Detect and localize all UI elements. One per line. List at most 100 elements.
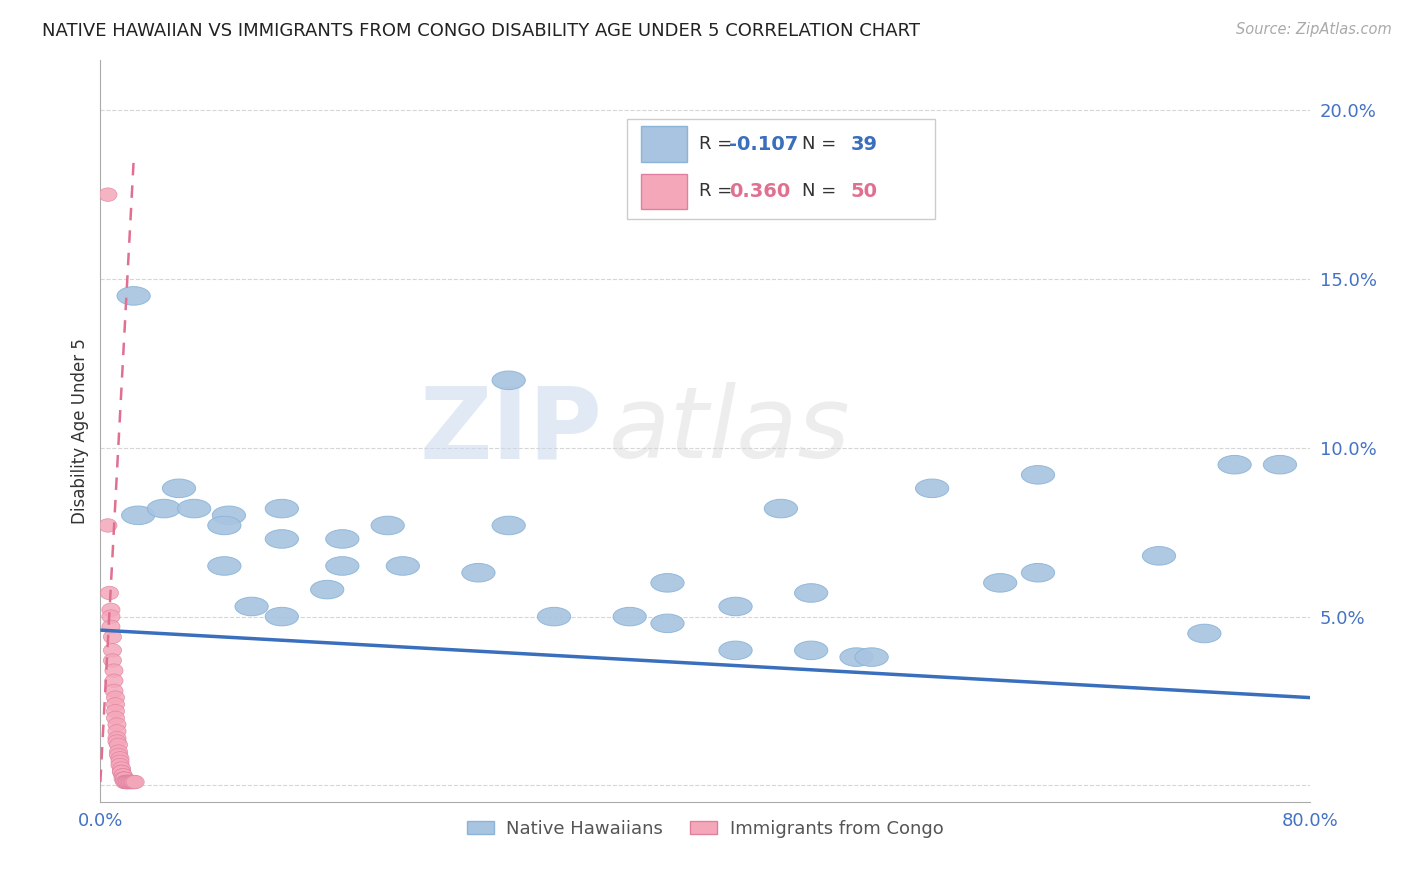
FancyBboxPatch shape — [641, 127, 688, 162]
Ellipse shape — [326, 557, 359, 575]
Ellipse shape — [104, 630, 121, 644]
Ellipse shape — [107, 711, 125, 724]
Ellipse shape — [266, 607, 298, 626]
Text: R =: R = — [699, 136, 738, 153]
Ellipse shape — [118, 775, 136, 789]
Ellipse shape — [235, 597, 269, 615]
Text: 0.360: 0.360 — [730, 182, 790, 201]
Text: 39: 39 — [851, 135, 877, 153]
Ellipse shape — [108, 718, 127, 731]
Text: R =: R = — [699, 183, 738, 201]
Ellipse shape — [105, 664, 124, 677]
Text: 50: 50 — [851, 182, 877, 201]
Ellipse shape — [111, 755, 129, 769]
Ellipse shape — [100, 586, 118, 599]
Ellipse shape — [124, 775, 141, 789]
Legend: Native Hawaiians, Immigrants from Congo: Native Hawaiians, Immigrants from Congo — [460, 813, 950, 846]
Ellipse shape — [104, 654, 121, 667]
Text: ZIP: ZIP — [419, 383, 602, 479]
Ellipse shape — [115, 772, 134, 785]
Ellipse shape — [117, 286, 150, 305]
Ellipse shape — [98, 188, 117, 202]
Text: N =: N = — [801, 136, 842, 153]
Ellipse shape — [110, 738, 128, 752]
Ellipse shape — [537, 607, 571, 626]
Ellipse shape — [794, 583, 828, 602]
Ellipse shape — [117, 775, 135, 789]
Ellipse shape — [118, 775, 136, 789]
Ellipse shape — [984, 574, 1017, 592]
Ellipse shape — [107, 698, 125, 711]
Ellipse shape — [1021, 466, 1054, 484]
Ellipse shape — [121, 775, 139, 789]
Ellipse shape — [162, 479, 195, 498]
Ellipse shape — [115, 772, 134, 785]
Ellipse shape — [101, 610, 120, 624]
Ellipse shape — [208, 557, 240, 575]
Ellipse shape — [208, 516, 240, 534]
Ellipse shape — [101, 620, 120, 633]
Text: Source: ZipAtlas.com: Source: ZipAtlas.com — [1236, 22, 1392, 37]
Ellipse shape — [613, 607, 647, 626]
Ellipse shape — [492, 371, 526, 390]
Ellipse shape — [110, 745, 128, 758]
Text: -0.107: -0.107 — [730, 135, 799, 153]
Ellipse shape — [1188, 624, 1220, 643]
Ellipse shape — [114, 769, 132, 782]
Text: NATIVE HAWAIIAN VS IMMIGRANTS FROM CONGO DISABILITY AGE UNDER 5 CORRELATION CHAR: NATIVE HAWAIIAN VS IMMIGRANTS FROM CONGO… — [42, 22, 920, 40]
Ellipse shape — [101, 603, 120, 616]
Ellipse shape — [108, 735, 127, 748]
Ellipse shape — [855, 648, 889, 666]
Ellipse shape — [105, 674, 124, 688]
Ellipse shape — [110, 748, 128, 762]
Ellipse shape — [765, 500, 797, 518]
Text: N =: N = — [801, 183, 842, 201]
Ellipse shape — [371, 516, 405, 534]
Ellipse shape — [212, 506, 246, 524]
Ellipse shape — [104, 644, 121, 657]
Y-axis label: Disability Age Under 5: Disability Age Under 5 — [72, 338, 89, 524]
Ellipse shape — [387, 557, 419, 575]
Ellipse shape — [651, 574, 685, 592]
Ellipse shape — [115, 775, 134, 789]
Ellipse shape — [177, 500, 211, 518]
Ellipse shape — [118, 775, 136, 789]
Ellipse shape — [148, 500, 180, 518]
Ellipse shape — [112, 762, 131, 775]
Ellipse shape — [114, 772, 132, 785]
Ellipse shape — [108, 731, 127, 745]
FancyBboxPatch shape — [627, 119, 935, 219]
Ellipse shape — [1218, 456, 1251, 474]
Ellipse shape — [651, 614, 685, 632]
Ellipse shape — [125, 775, 142, 789]
Ellipse shape — [120, 775, 138, 789]
Ellipse shape — [120, 775, 138, 789]
Ellipse shape — [112, 765, 131, 779]
Ellipse shape — [117, 775, 135, 789]
Ellipse shape — [1021, 564, 1054, 582]
Ellipse shape — [107, 691, 125, 705]
Ellipse shape — [117, 775, 135, 789]
Ellipse shape — [105, 684, 124, 698]
Ellipse shape — [98, 519, 117, 533]
Ellipse shape — [1264, 456, 1296, 474]
Ellipse shape — [121, 775, 139, 789]
Ellipse shape — [108, 724, 127, 738]
Ellipse shape — [112, 765, 131, 779]
Ellipse shape — [114, 769, 132, 782]
Ellipse shape — [915, 479, 949, 498]
Ellipse shape — [127, 775, 145, 789]
Ellipse shape — [1142, 547, 1175, 566]
FancyBboxPatch shape — [641, 174, 688, 210]
Ellipse shape — [266, 530, 298, 549]
Ellipse shape — [111, 752, 129, 765]
Ellipse shape — [266, 500, 298, 518]
Ellipse shape — [794, 641, 828, 660]
Ellipse shape — [124, 775, 141, 789]
Ellipse shape — [461, 564, 495, 582]
Ellipse shape — [107, 705, 125, 718]
Ellipse shape — [326, 530, 359, 549]
Ellipse shape — [839, 648, 873, 666]
Ellipse shape — [121, 506, 155, 524]
Text: atlas: atlas — [609, 383, 851, 479]
